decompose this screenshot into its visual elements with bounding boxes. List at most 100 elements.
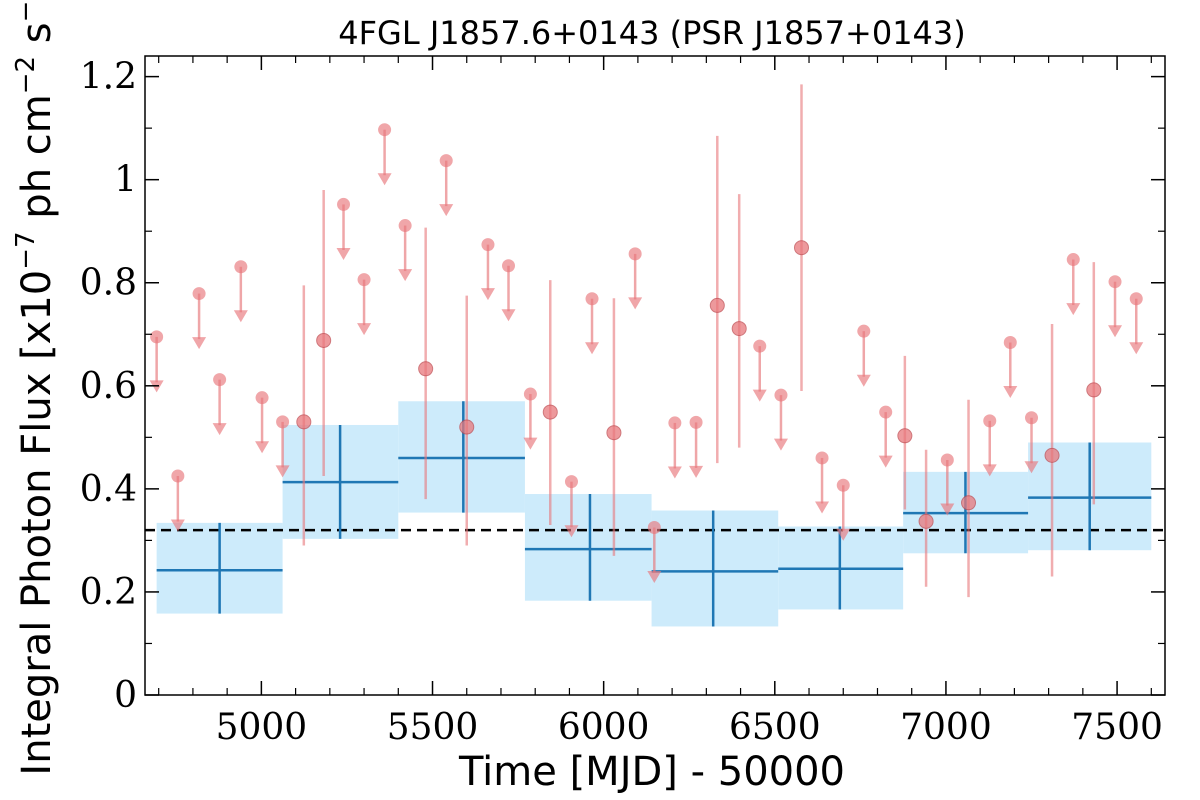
detection-point <box>296 414 312 430</box>
axis-ticks: 5000 5500 6000 6500 7000 7500 0 0.2 0.4 0.6 0.8 1 1.… <box>80 56 1165 748</box>
detection-point <box>897 428 913 444</box>
upper-limit-point <box>150 330 164 344</box>
y-axis-label-main: Integral Photon Flux [x10 <box>14 270 60 776</box>
upper-limit-point <box>857 324 871 338</box>
upper-limit-arrow <box>815 501 830 514</box>
upper-limit-arrow <box>856 374 871 387</box>
detection-point <box>316 332 332 348</box>
upper-limit-point <box>940 453 954 467</box>
upper-limit-point <box>1025 411 1039 425</box>
y-tick-label: 1.2 <box>80 57 137 98</box>
upper-limit-arrow <box>357 323 372 336</box>
upper-limit-point <box>481 238 495 252</box>
upper-limit-arrow <box>667 466 682 479</box>
long-bin-band <box>651 510 779 627</box>
detection-point <box>961 495 977 511</box>
upper-limit-arrow <box>585 342 600 355</box>
upper-limit-arrow <box>192 337 207 350</box>
y-axis-label-exponent-2: −2 <box>11 56 41 94</box>
y-axis-label-exponent: −7 <box>11 231 41 269</box>
upper-limit-arrow <box>1129 342 1144 355</box>
upper-limit-point <box>1108 275 1122 289</box>
y-axis-label-unit: ph cm <box>14 94 60 231</box>
upper-limit-point <box>398 219 412 233</box>
detection-point <box>709 297 725 313</box>
y-axis-label: Integral Photon Flux [x10−7 ph cm−2 s−1] <box>11 0 60 776</box>
upper-limit-arrow <box>752 389 767 402</box>
upper-limit-point <box>689 415 703 429</box>
upper-limit-arrow <box>1003 386 1018 399</box>
upper-limit-arrow <box>836 528 851 541</box>
upper-limit-point <box>192 287 206 301</box>
upper-limit-arrow <box>480 288 495 301</box>
upper-limit-arrow <box>336 247 351 260</box>
upper-limit-arrow <box>233 310 248 323</box>
detection-point <box>418 361 434 377</box>
upper-limit-arrow <box>501 309 516 322</box>
upper-limit-point <box>523 387 537 401</box>
x-tick-label: 6500 <box>729 707 821 748</box>
upper-limit-arrow <box>170 519 185 532</box>
upper-limit-arrow <box>275 465 290 478</box>
detection-point <box>793 240 809 256</box>
upper-limit-point <box>836 478 850 492</box>
upper-limit-point <box>502 259 516 273</box>
upper-limit-point <box>774 388 788 402</box>
upper-limit-point <box>276 415 290 429</box>
x-axis-label: Time [MJD] - 50000 <box>458 749 845 795</box>
upper-limit-point <box>1129 292 1143 306</box>
upper-limit-arrow <box>564 525 579 538</box>
upper-limit-point <box>668 416 682 430</box>
plot-area <box>145 84 1165 627</box>
upper-limit-point <box>815 451 829 465</box>
detection-point <box>918 513 934 529</box>
detection-point <box>542 404 558 420</box>
x-tick-label: 5000 <box>216 707 308 748</box>
detection-point <box>1044 447 1060 463</box>
upper-limit-point <box>439 154 453 168</box>
upper-limit-arrow <box>398 269 413 282</box>
upper-limit-point <box>234 260 248 274</box>
y-tick-label: 0.2 <box>80 572 137 613</box>
chart-title: 4FGL J1857.6+0143 (PSR J1857+0143) <box>338 14 966 52</box>
x-tick-label: 6000 <box>558 707 650 748</box>
upper-limit-arrow <box>523 437 538 450</box>
x-tick-label: 5500 <box>387 707 479 748</box>
x-tick-label: 7500 <box>1071 707 1163 748</box>
upper-limit-arrow <box>628 297 643 310</box>
upper-limit-arrow <box>377 173 392 186</box>
upper-limit-point <box>171 469 185 483</box>
upper-limit-point <box>378 123 392 137</box>
y-tick-label: 0 <box>114 675 137 716</box>
upper-limit-arrow <box>647 571 662 584</box>
upper-limit-arrow <box>1024 461 1039 474</box>
upper-limit-arrow <box>982 464 997 477</box>
upper-limit-arrow <box>1066 303 1081 316</box>
y-tick-label: 1 <box>114 160 137 201</box>
upper-limit-arrow <box>1108 325 1123 338</box>
upper-limit-arrow <box>255 441 270 454</box>
upper-limit-arrow <box>439 204 454 217</box>
upper-limit-point <box>647 521 661 535</box>
x-tick-label: 7000 <box>900 707 992 748</box>
y-tick-label: 0.4 <box>80 469 137 510</box>
upper-limit-point <box>1066 253 1080 267</box>
upper-limit-point <box>585 292 599 306</box>
upper-limit-point <box>564 475 578 489</box>
upper-limit-point <box>213 373 227 387</box>
upper-limit-point <box>753 339 767 353</box>
detection-point <box>731 321 747 337</box>
y-axis-label-exponent-3: −1 <box>11 0 41 22</box>
upper-limit-point <box>983 414 997 428</box>
detection-point <box>606 425 622 441</box>
upper-limit-point <box>628 247 642 261</box>
upper-limit-point <box>879 405 893 419</box>
upper-limit-arrow <box>773 438 788 451</box>
detection-point <box>1086 382 1102 398</box>
y-tick-label: 0.6 <box>80 366 137 407</box>
detection-point <box>459 419 475 435</box>
y-tick-label: 0.8 <box>80 263 137 304</box>
upper-limit-point <box>1003 336 1017 350</box>
y-axis-label-unit-2: s <box>14 22 60 56</box>
